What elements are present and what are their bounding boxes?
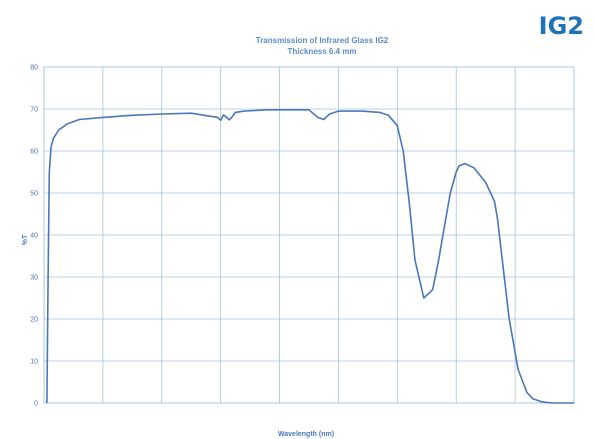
y-tick-label: 70 (30, 107, 38, 114)
badge-ig2: IG2 (538, 12, 584, 40)
y-tick-label: 10 (30, 359, 38, 366)
y-tick-label: 0 (34, 401, 38, 408)
chart-subtitle: Thickness 6.4 mm (288, 47, 357, 56)
x-axis-label: Wavelength (nm) (278, 431, 334, 438)
y-axis-label: %T (22, 234, 29, 245)
y-tick-label: 30 (30, 275, 38, 282)
y-tick-label: 60 (30, 149, 38, 156)
y-tick-label: 50 (30, 191, 38, 198)
y-tick-label: 40 (30, 233, 38, 240)
series-line-transmission (46, 109, 574, 404)
y-tick-label: 20 (30, 317, 38, 324)
y-tick-label: 80 (30, 65, 38, 72)
y-axis-ticks: 0 10 20 30 40 50 60 70 80 (30, 65, 38, 408)
chart-title: Transmission of Infrared Glass IG2 (256, 36, 389, 45)
grid (43, 66, 575, 404)
